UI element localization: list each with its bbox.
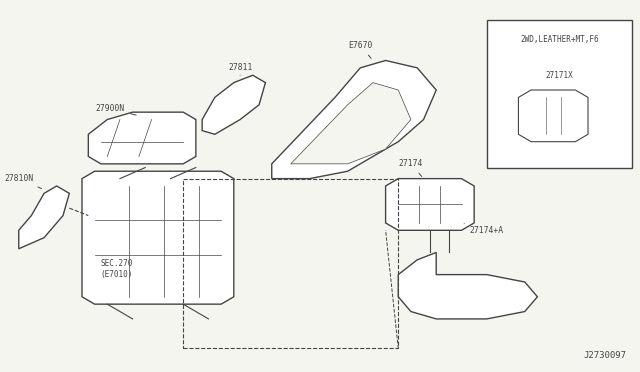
Bar (183, 179, 398, 349)
Polygon shape (398, 253, 538, 319)
Text: 27171X: 27171X (546, 71, 573, 80)
Polygon shape (291, 83, 411, 164)
Text: 27811: 27811 (228, 63, 252, 75)
Polygon shape (386, 179, 474, 230)
Polygon shape (82, 171, 234, 304)
Text: SEC.270
(E7010): SEC.270 (E7010) (100, 259, 133, 279)
Polygon shape (202, 75, 266, 134)
Text: 2WD,LEATHER+MT,F6: 2WD,LEATHER+MT,F6 (520, 35, 599, 44)
Polygon shape (88, 112, 196, 164)
Text: 27900N: 27900N (96, 104, 136, 115)
Polygon shape (272, 61, 436, 179)
Text: 27174: 27174 (399, 159, 423, 176)
Polygon shape (518, 90, 588, 142)
Text: 27810N: 27810N (4, 174, 42, 189)
Polygon shape (19, 186, 69, 249)
Text: 27174+A: 27174+A (464, 224, 504, 235)
Text: E7670: E7670 (348, 41, 372, 58)
Bar (487, 20, 632, 167)
Text: J2730097: J2730097 (583, 350, 626, 359)
